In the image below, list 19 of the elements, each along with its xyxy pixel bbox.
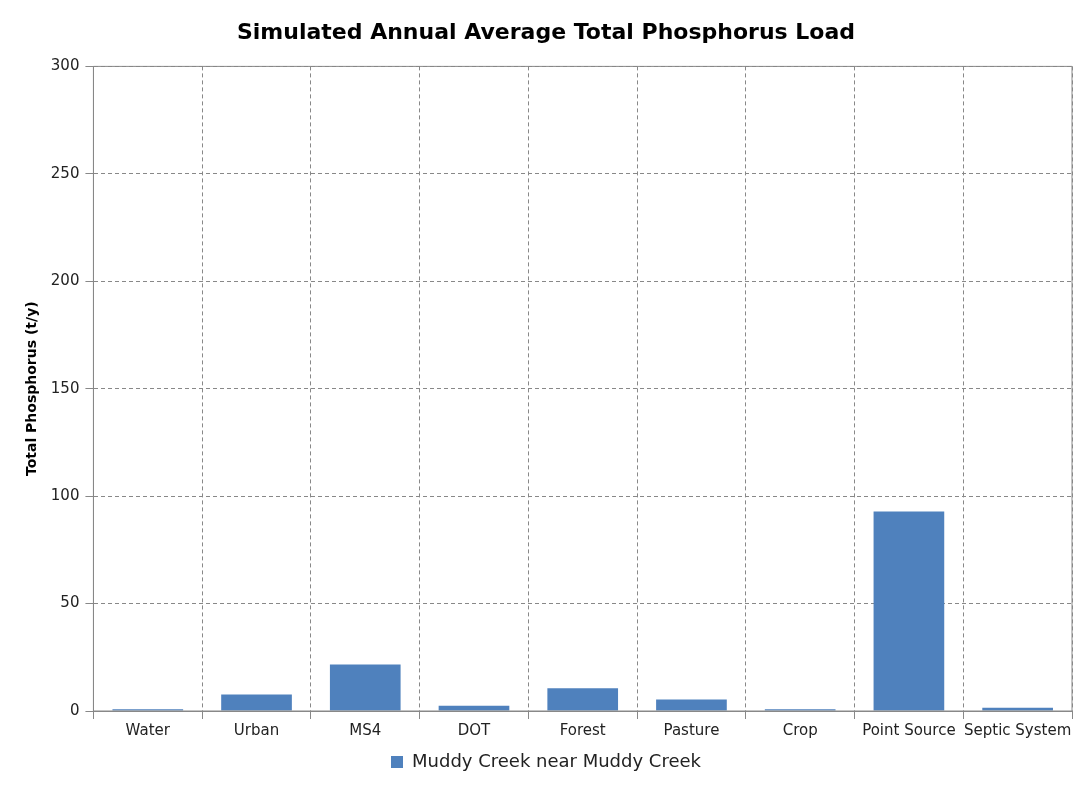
legend-label: Muddy Creek near Muddy Creek — [412, 749, 702, 771]
x-tick-label: Septic System — [963, 720, 1072, 739]
x-tick-label: Crop — [782, 720, 818, 739]
x-tick-label: Water — [125, 720, 171, 739]
x-tick-label: Point Source — [862, 720, 956, 739]
y-tick-label: 50 — [60, 593, 80, 612]
y-tick-label: 250 — [50, 163, 80, 182]
x-tick-label: DOT — [457, 720, 492, 739]
y-tick-label: 0 — [69, 700, 80, 719]
y-tick-label: 300 — [50, 56, 80, 75]
x-tick-label: MS4 — [349, 720, 382, 739]
x-tick-label: Urban — [233, 720, 280, 739]
x-tick-label: Pasture — [663, 720, 720, 739]
y-tick-label: 100 — [50, 486, 80, 505]
y-tick-label: 150 — [50, 378, 80, 397]
x-tick-label: Forest — [559, 720, 606, 739]
chart-title: Simulated Annual Average Total Phosphorus Load — [236, 18, 856, 44]
y-tick-label: 200 — [50, 271, 80, 290]
y-axis-title: Total Phosphorus (t/y) — [23, 301, 40, 477]
